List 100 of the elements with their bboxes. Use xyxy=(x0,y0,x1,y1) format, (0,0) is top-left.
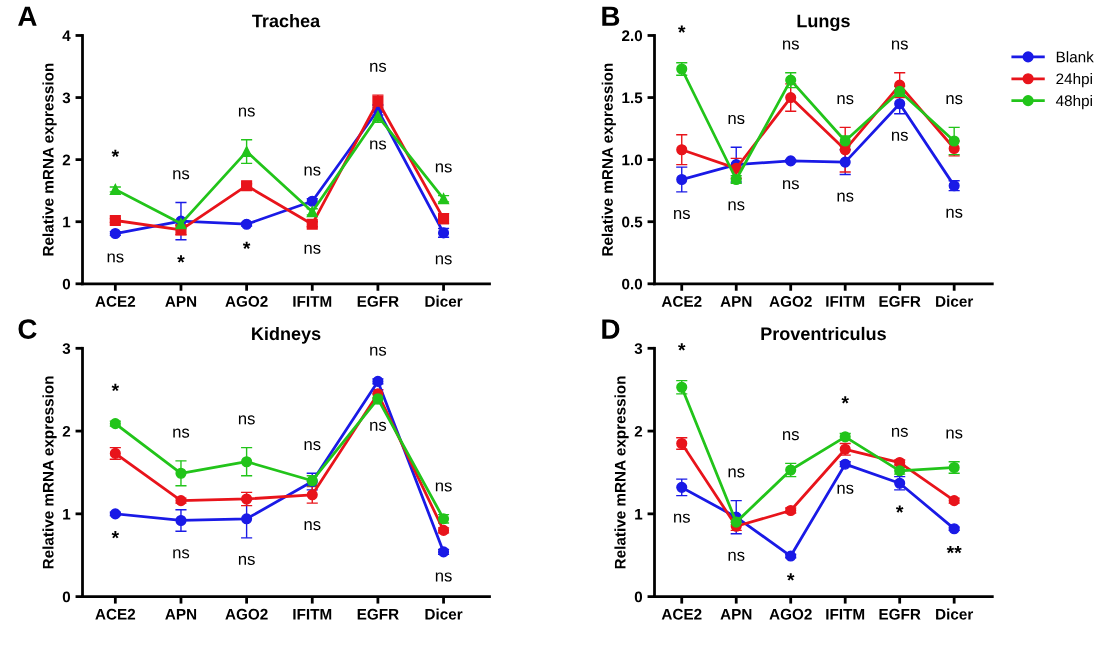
x-tick-label: Dicer xyxy=(425,295,463,307)
y-tick-label: 1.0 xyxy=(622,154,643,166)
x-tick-label: APN xyxy=(720,296,752,307)
point xyxy=(785,550,797,562)
point xyxy=(894,98,906,110)
annotation: ns xyxy=(304,166,321,176)
point xyxy=(948,135,960,147)
y-tick-label: 3 xyxy=(634,343,643,355)
annotation: ns xyxy=(728,201,745,211)
text: C xyxy=(18,319,37,339)
annotation: ns xyxy=(304,441,321,451)
annotation: ns xyxy=(238,415,255,425)
annotation: ns xyxy=(107,253,124,263)
annotation: * xyxy=(678,343,686,351)
annotation: ns xyxy=(435,482,452,492)
annotation: ns xyxy=(370,346,387,356)
y-tick-label: 1 xyxy=(635,508,643,520)
annotation: ns xyxy=(891,40,908,50)
point xyxy=(785,92,797,104)
x-tick-label: EGFR xyxy=(879,608,921,620)
x-tick-label: IFITM xyxy=(826,608,865,620)
point xyxy=(785,504,797,517)
x-tick-label: Dicer xyxy=(936,295,974,307)
text: B xyxy=(602,6,620,26)
y-axis-title: Relative mRNA expression xyxy=(614,376,629,569)
x-tick-label: Dicer xyxy=(425,608,463,620)
chart-title: Trachea xyxy=(252,14,321,28)
legend-label: 24hpi xyxy=(1056,73,1092,88)
y-tick-label: 0 xyxy=(634,591,643,603)
point xyxy=(785,155,797,167)
x-tick-label: APN xyxy=(720,608,752,620)
annotation: ns xyxy=(435,255,452,265)
x-tick-label: AGO2 xyxy=(225,608,268,620)
point xyxy=(175,495,187,507)
annotation: ns xyxy=(783,40,799,50)
annotation: ** xyxy=(946,546,962,554)
y-axis-title: Relative mRNA expression xyxy=(42,376,57,569)
annotation: ns xyxy=(304,521,321,531)
y-tick-label: 2 xyxy=(62,425,71,437)
x-tick-label: EGFR xyxy=(357,296,399,307)
annotation: ns xyxy=(435,163,452,173)
text: D xyxy=(602,319,620,339)
point xyxy=(676,144,688,156)
text: A xyxy=(18,6,37,26)
y-tick-label: 0.5 xyxy=(622,216,643,228)
annotation: * xyxy=(242,241,251,249)
y-axis-title: Relative mRNA expression xyxy=(42,63,57,256)
x-tick-label: EGFR xyxy=(879,296,921,307)
x-tick-label: AGO2 xyxy=(769,608,812,620)
annotation: ns xyxy=(173,549,190,559)
annotation: * xyxy=(786,573,795,581)
y-tick-label: 3 xyxy=(62,92,71,104)
y-tick-label: 4 xyxy=(62,30,71,42)
x-tick-label: ACE2 xyxy=(95,296,136,307)
y-tick-label: 1.5 xyxy=(622,92,643,104)
annotation: ns xyxy=(370,62,387,72)
point xyxy=(241,456,253,468)
annotation: ns xyxy=(783,431,799,441)
annotation: ns xyxy=(891,131,908,141)
annotation: * xyxy=(111,531,120,539)
y-tick-label: 2 xyxy=(634,425,643,437)
point xyxy=(372,375,384,387)
y-tick-label: 3 xyxy=(62,343,71,355)
x-tick-label: IFITM xyxy=(293,296,332,307)
annotation: ns xyxy=(674,209,690,220)
point xyxy=(306,489,318,501)
annotation: * xyxy=(895,505,904,513)
annotation: * xyxy=(111,149,120,157)
annotation: ns xyxy=(173,428,190,438)
annotation: ns xyxy=(837,484,854,494)
point xyxy=(241,146,253,158)
annotation: ns xyxy=(238,107,255,117)
annotation: ns xyxy=(837,95,854,105)
annotation: ns xyxy=(370,421,387,431)
annotation: * xyxy=(111,383,120,392)
point xyxy=(241,513,253,525)
x-tick-label: IFITM xyxy=(293,608,332,620)
annotation: ns xyxy=(435,572,452,582)
annotation: ns xyxy=(728,468,745,478)
text: * xyxy=(678,25,686,33)
annotation: ns xyxy=(238,555,255,565)
y-tick-label: 1 xyxy=(63,216,71,228)
annotation: ns xyxy=(891,427,908,437)
x-tick-label: EGFR xyxy=(357,608,399,620)
x-tick-label: Dicer xyxy=(936,608,974,620)
chart-title: Proventriculus xyxy=(761,326,886,341)
annotation: ns xyxy=(728,551,745,561)
x-tick-label: APN xyxy=(165,608,197,620)
annotation: ns xyxy=(837,192,854,202)
x-tick-label: AGO2 xyxy=(225,296,268,307)
point xyxy=(676,173,688,186)
annotation: ns xyxy=(728,114,745,125)
point xyxy=(175,467,187,479)
y-tick-label: 2 xyxy=(62,154,71,166)
annotation: ns xyxy=(370,140,387,150)
point xyxy=(676,481,688,493)
point xyxy=(175,514,187,527)
y-tick-label: 1 xyxy=(63,508,71,520)
y-tick-label: 0 xyxy=(62,278,71,290)
annotation: ns xyxy=(946,208,963,218)
